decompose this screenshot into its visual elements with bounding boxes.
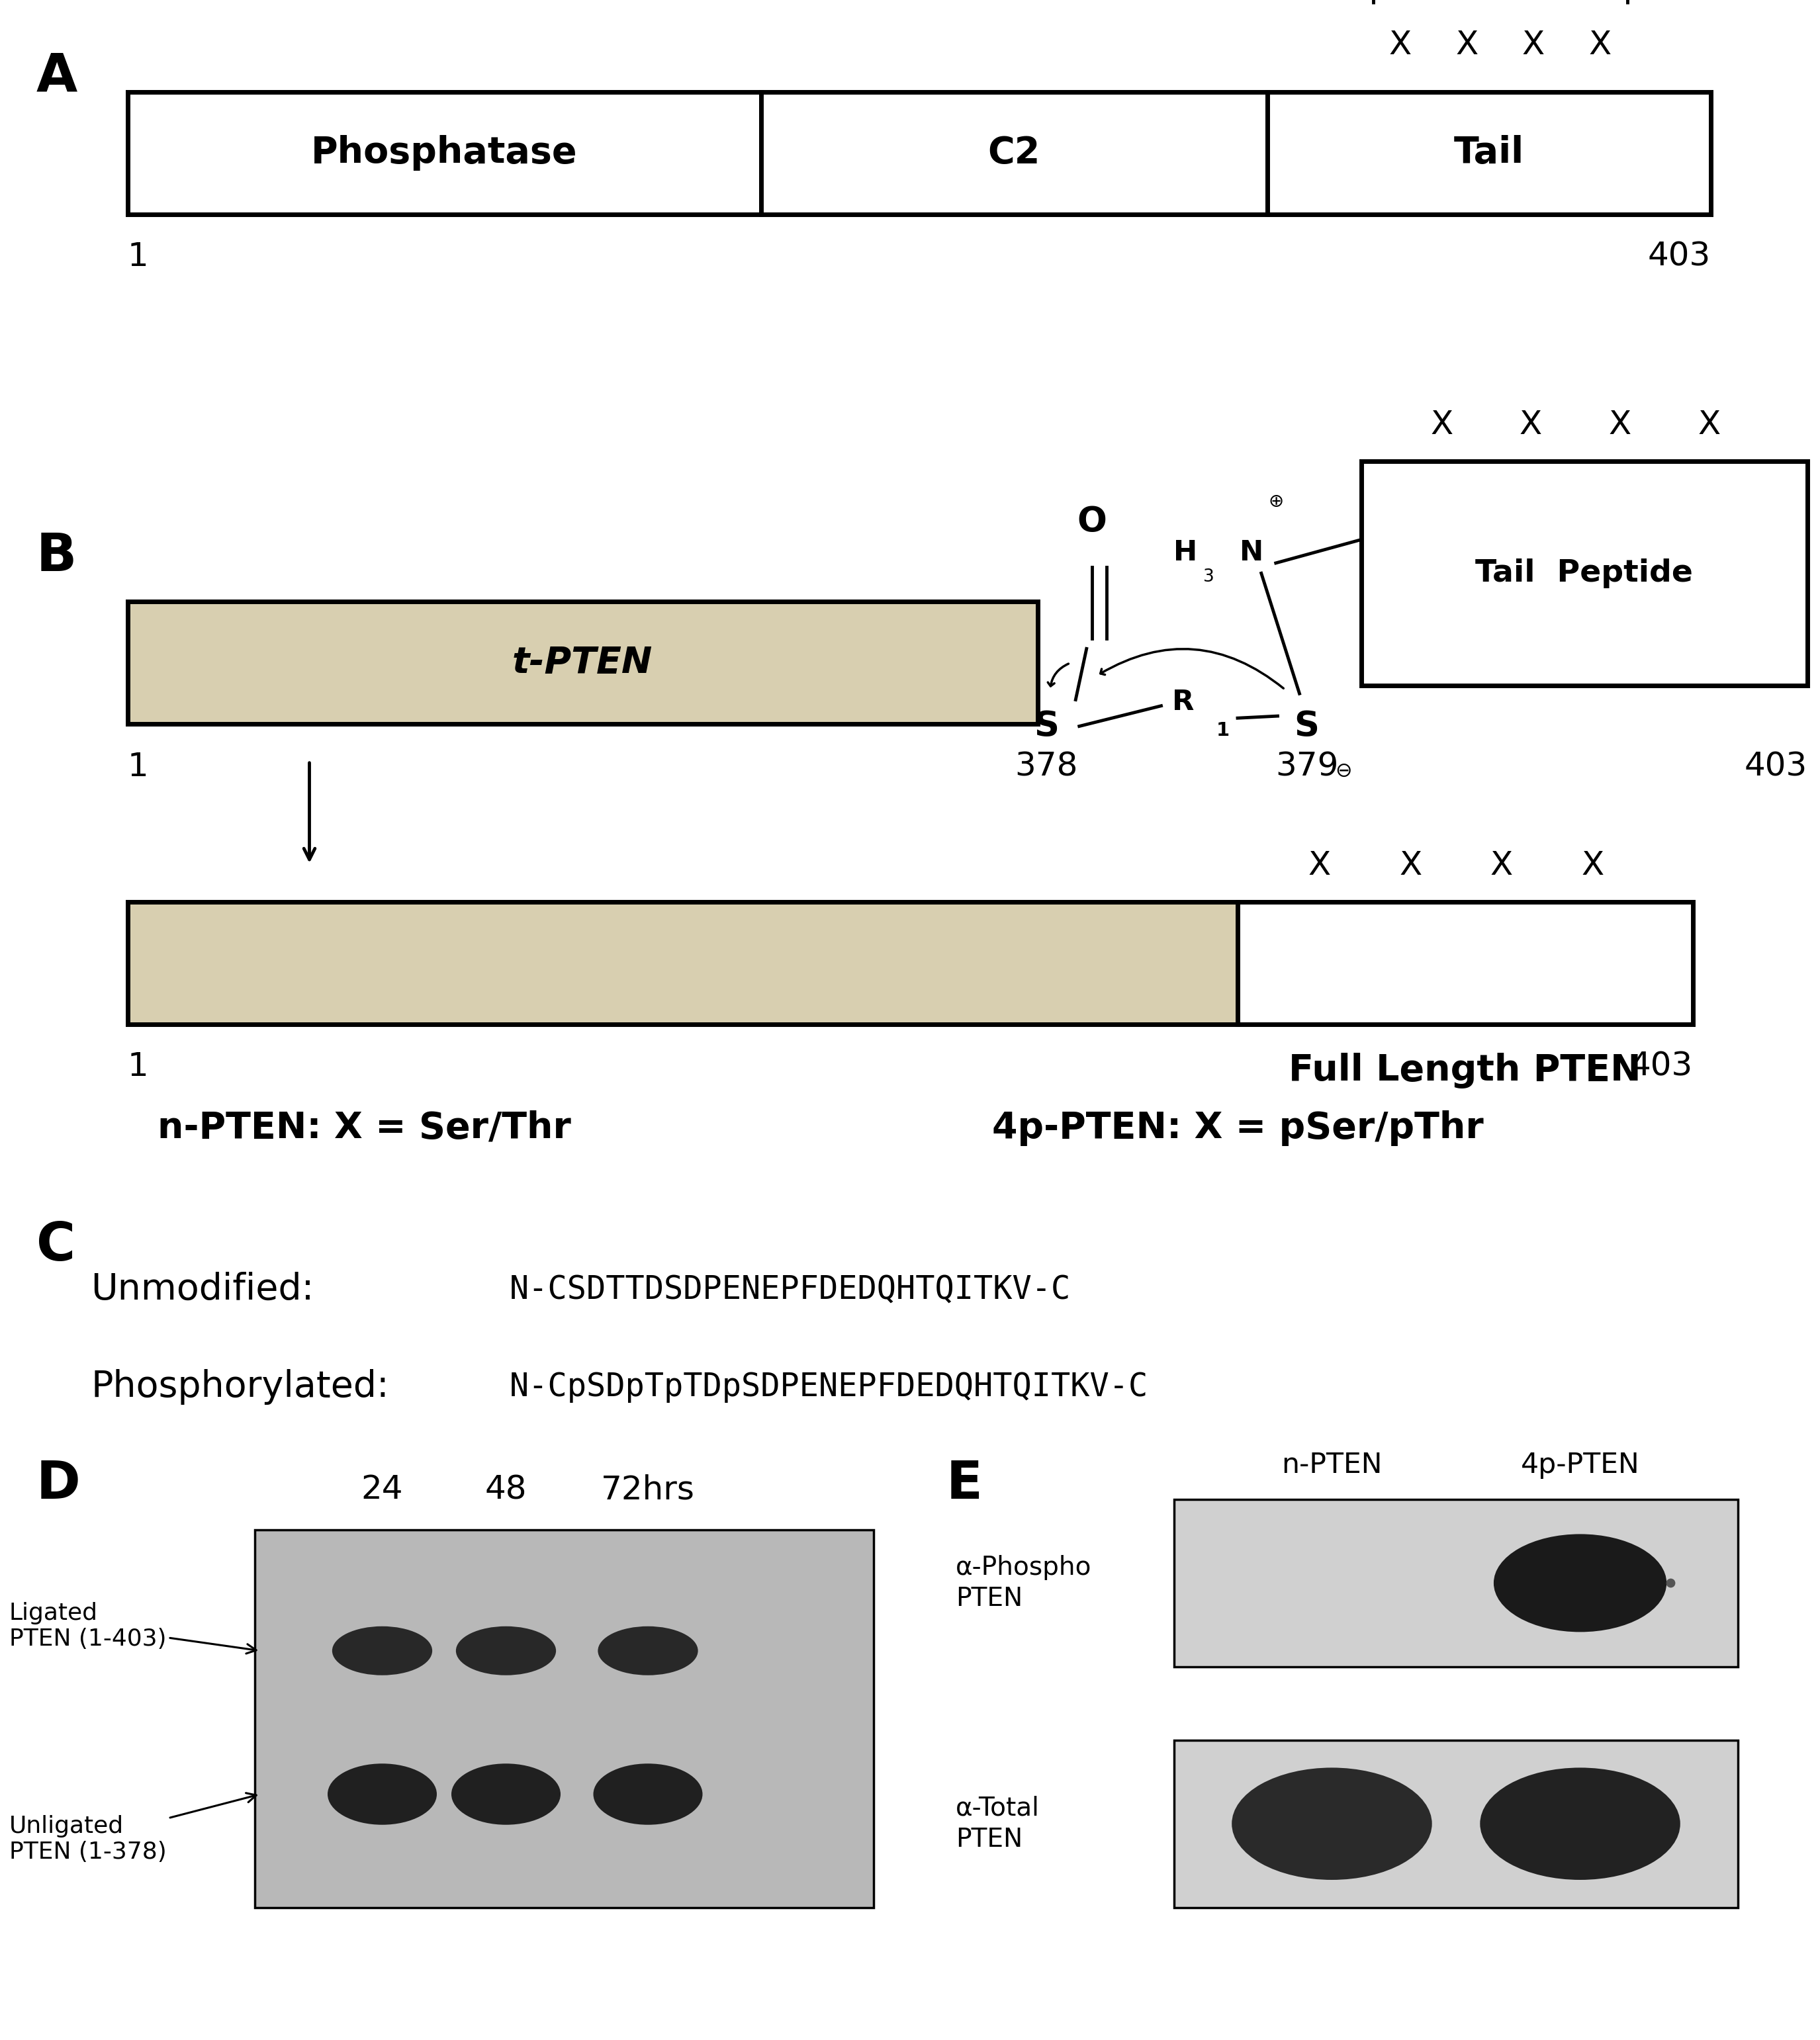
Text: N: N [1239,539,1263,567]
Text: S: S [1034,710,1059,743]
Text: H: H [1174,539,1198,567]
Text: 72hrs: 72hrs [601,1473,695,1506]
Text: X: X [1400,849,1421,881]
Text: Full Length PTEN: Full Length PTEN [1289,1053,1642,1089]
Text: C: C [36,1220,75,1271]
Text: X: X [1520,408,1542,441]
Text: 1: 1 [127,751,149,783]
Ellipse shape [455,1626,557,1675]
Text: X: X [1589,29,1611,61]
Text: 4p-PTEN: 4p-PTEN [1522,1450,1640,1479]
FancyArrowPatch shape [1101,649,1283,687]
Bar [761,92,1267,214]
Bar [127,92,761,214]
Text: 48: 48 [484,1473,528,1506]
FancyArrowPatch shape [1048,663,1068,685]
Text: 379: 379 [1276,751,1338,783]
Ellipse shape [593,1763,703,1826]
Text: X: X [1389,29,1412,61]
Bar [127,602,1037,724]
Bar [1238,902,1693,1024]
Text: D: D [36,1459,80,1510]
Text: A: A [36,51,78,102]
Text: X: X [1609,408,1631,441]
Text: Unmodified:: Unmodified: [91,1271,315,1308]
Text: ⊕: ⊕ [1269,492,1283,512]
Text: 403: 403 [1629,1051,1693,1083]
Text: 3: 3 [1203,569,1214,585]
Text: 24: 24 [360,1473,404,1506]
Text: N-CpSDpTpTDpSDPENEPFDEDQHTQITKV-C: N-CpSDpTpTDpSDPENEPFDEDQHTQITKV-C [510,1371,1148,1404]
Text: X: X [1491,849,1512,881]
Text: Tail: Tail [1454,135,1523,171]
Text: α-Phospho
PTEN: α-Phospho PTEN [956,1554,1092,1612]
Text: α-Total
PTEN: α-Total PTEN [956,1795,1039,1852]
Ellipse shape [1494,1534,1667,1632]
Text: ⊖: ⊖ [1334,761,1352,781]
Text: O: O [1077,506,1107,539]
Text: C2: C2 [988,135,1041,171]
Text: Unligated
PTEN (1-378): Unligated PTEN (1-378) [9,1793,257,1863]
Text: X: X [1456,29,1478,61]
Text: Phosphorylated:: Phosphorylated: [91,1369,389,1406]
Ellipse shape [328,1763,437,1826]
Ellipse shape [451,1763,561,1826]
Text: N-CSDTTDSDPENEPFDEDQHTQITKV-C: N-CSDTTDSDPENEPFDEDQHTQITKV-C [510,1273,1070,1306]
Ellipse shape [331,1626,433,1675]
Text: 4p-PTEN: X = pSer/pThr: 4p-PTEN: X = pSer/pThr [992,1110,1483,1146]
Text: 1: 1 [127,241,149,273]
Text: E: E [946,1459,983,1510]
Text: 1: 1 [1216,720,1230,741]
Text: Tail  Peptide: Tail Peptide [1476,559,1693,588]
Text: B: B [36,530,76,581]
Text: n-PTEN: X = Ser/Thr: n-PTEN: X = Ser/Thr [157,1110,571,1146]
Bar [1174,1740,1738,1907]
Text: X: X [1582,849,1603,881]
Text: 378: 378 [1016,751,1077,783]
Text: 403: 403 [1744,751,1807,783]
Bar [255,1530,874,1907]
Text: X: X [1698,408,1720,441]
Text: X: X [1431,408,1452,441]
Bar [1174,1499,1738,1667]
Text: n-PTEN: n-PTEN [1281,1450,1383,1479]
Text: Ligated
PTEN (1-403): Ligated PTEN (1-403) [9,1601,257,1654]
Ellipse shape [597,1626,697,1675]
Text: t-PTEN: t-PTEN [511,645,653,681]
Text: X: X [1522,29,1545,61]
Text: X: X [1309,849,1330,881]
Bar [1267,92,1711,214]
Bar [1361,461,1807,685]
Bar [127,902,1238,1024]
Text: R: R [1172,687,1194,716]
Text: Phosphatase: Phosphatase [311,135,577,171]
Point [1656,1567,1685,1599]
Text: 1: 1 [127,1051,149,1083]
Ellipse shape [1232,1767,1432,1881]
Ellipse shape [1480,1767,1680,1881]
Text: S: S [1294,710,1320,743]
Text: 403: 403 [1647,241,1711,273]
